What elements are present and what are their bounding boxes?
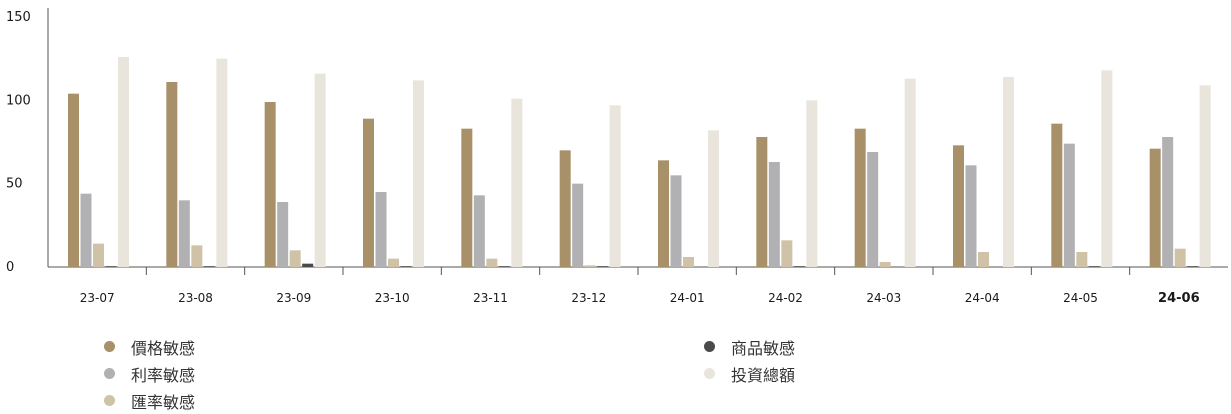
- bar: [559, 150, 571, 267]
- x-tick-label: 23-11: [473, 291, 508, 305]
- bar: [904, 78, 916, 268]
- legend-item-total: 投資總額: [704, 360, 795, 387]
- bar: [658, 160, 669, 267]
- bar: [178, 200, 190, 267]
- bar: [806, 100, 818, 267]
- bar: [413, 80, 424, 267]
- legend-swatch-price: [104, 341, 115, 352]
- bar: [166, 82, 178, 267]
- bar: [1063, 143, 1075, 267]
- bar: [388, 258, 399, 267]
- bar: [498, 266, 510, 268]
- bar: [1051, 123, 1063, 268]
- y-axis-ticks: 0 50 100 150: [6, 10, 31, 275]
- legend-item-fx: 匯率敏感: [104, 387, 195, 414]
- legend-item-rate: 利率敏感: [104, 360, 195, 387]
- legend-swatch-commodity: [704, 341, 715, 352]
- bar: [105, 266, 117, 268]
- bar: [1187, 266, 1199, 268]
- bar: [965, 165, 977, 267]
- y-tick-label: 100: [6, 93, 31, 108]
- bar: [473, 195, 485, 267]
- bar: [486, 258, 498, 267]
- x-tick-label: 23-09: [276, 291, 311, 305]
- bar: [953, 145, 964, 267]
- legend-swatch-fx: [104, 395, 115, 406]
- legend-swatch-total: [704, 368, 715, 379]
- bar: [1076, 252, 1088, 267]
- bar: [793, 266, 805, 268]
- bar: [118, 57, 129, 267]
- bars: [68, 57, 1211, 268]
- bar: [302, 263, 314, 267]
- bar: [768, 162, 780, 267]
- bar: [203, 266, 215, 268]
- bar: [363, 118, 374, 268]
- bar: [68, 93, 79, 268]
- legend-label-commodity: 商品敏感: [731, 338, 796, 358]
- bar: [216, 58, 228, 267]
- bar: [597, 266, 609, 268]
- bar: [191, 245, 203, 267]
- bar: [708, 130, 719, 267]
- legend-label-fx: 匯率敏感: [131, 392, 196, 412]
- bar: [867, 152, 879, 267]
- bar: [854, 128, 866, 267]
- bar: [1199, 85, 1211, 267]
- legend-swatch-rate: [104, 368, 115, 379]
- bar: [1174, 248, 1186, 267]
- bar: [264, 102, 276, 267]
- bar: [1162, 137, 1174, 267]
- bar: [670, 175, 682, 267]
- bar: [511, 98, 523, 268]
- legend-label-price: 價格敏感: [131, 338, 196, 358]
- bar: [1088, 266, 1100, 268]
- x-tick-label: 24-05: [1063, 291, 1098, 305]
- x-tick-label: 24-04: [965, 291, 1000, 305]
- y-tick-label: 150: [6, 10, 31, 25]
- legend-left: 價格敏感 利率敏感 匯率敏感: [104, 333, 195, 414]
- x-tick-label: 23-10: [375, 291, 410, 305]
- legend-item-price: 價格敏感: [104, 333, 195, 360]
- legend-item-commodity: 商品敏感: [704, 333, 795, 360]
- x-tick-label: 24-03: [866, 291, 901, 305]
- bar: [1101, 70, 1113, 267]
- bar: [400, 266, 412, 268]
- bar: [80, 193, 92, 267]
- bar: [314, 73, 326, 268]
- bar-chart: 0 50 100 150 23-07 23-08 23-09 23-10 23-11 23-12…: [6, 8, 1228, 306]
- bar: [683, 257, 694, 267]
- x-tick-label: 24-06: [1158, 291, 1200, 306]
- bar: [375, 192, 387, 267]
- y-tick-label: 0: [6, 260, 14, 275]
- bar: [879, 262, 891, 267]
- x-tick-label: 24-02: [768, 291, 803, 305]
- bar: [1003, 77, 1014, 267]
- legend-label-total: 投資總額: [731, 365, 796, 385]
- bar: [1149, 148, 1161, 267]
- x-tick-label: 23-08: [178, 291, 213, 305]
- bar: [756, 137, 768, 267]
- bar: [584, 265, 596, 267]
- bar: [781, 240, 793, 267]
- x-tick-label: 23-07: [80, 291, 115, 305]
- bar: [609, 105, 621, 267]
- x-tick-label: 24-01: [670, 291, 705, 305]
- y-tick-label: 50: [6, 177, 23, 192]
- x-tick-label: 23-12: [571, 291, 606, 305]
- legend-right: 商品敏感 投資總額: [704, 333, 795, 387]
- bar: [978, 252, 989, 267]
- bar: [289, 250, 301, 267]
- bar: [461, 128, 473, 267]
- bar: [277, 202, 289, 267]
- legend-label-rate: 利率敏感: [131, 365, 196, 385]
- bar: [93, 243, 104, 267]
- bar: [572, 183, 584, 267]
- x-axis-ticks: 23-07 23-08 23-09 23-10 23-11 23-12 24-01 24-02…: [80, 267, 1200, 306]
